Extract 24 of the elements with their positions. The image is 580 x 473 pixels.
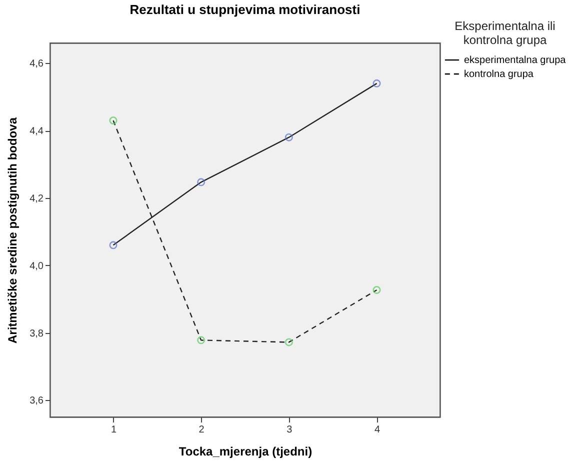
point — [197, 178, 206, 186]
text: eksperimentalna grupa — [464, 55, 566, 66]
y-axis-title: Aritmetičke sredine postignutih bodova — [6, 117, 20, 344]
point — [109, 241, 118, 250]
y-tick-label: 3,6 — [30, 396, 44, 407]
point — [284, 133, 293, 142]
x-tick-label: 1 — [110, 424, 117, 436]
point — [109, 116, 118, 124]
x-tick-label: 3 — [286, 424, 293, 436]
x-tick-label: 4 — [374, 424, 380, 436]
text: kontrolna grupa — [464, 69, 534, 80]
chart-title: Rezultati u stupnjevima motiviranosti — [130, 2, 360, 17]
y-tick-label: 3,8 — [30, 328, 44, 340]
point — [284, 338, 293, 346]
y-tick-label: 4,6 — [30, 58, 44, 70]
legend-title: Eksperimentalna ili kontrolna grupa — [454, 19, 556, 47]
y-tick-label: 4,2 — [30, 193, 44, 204]
point — [197, 336, 206, 344]
y-tick-label: 4,4 — [30, 126, 44, 138]
x-tick-label: 2 — [198, 424, 205, 436]
point — [372, 79, 381, 88]
y-tick-label: 4,0 — [30, 260, 44, 272]
x-axis-title: Tocka_mjerenja (tjedni) — [178, 444, 312, 458]
point — [372, 286, 381, 294]
